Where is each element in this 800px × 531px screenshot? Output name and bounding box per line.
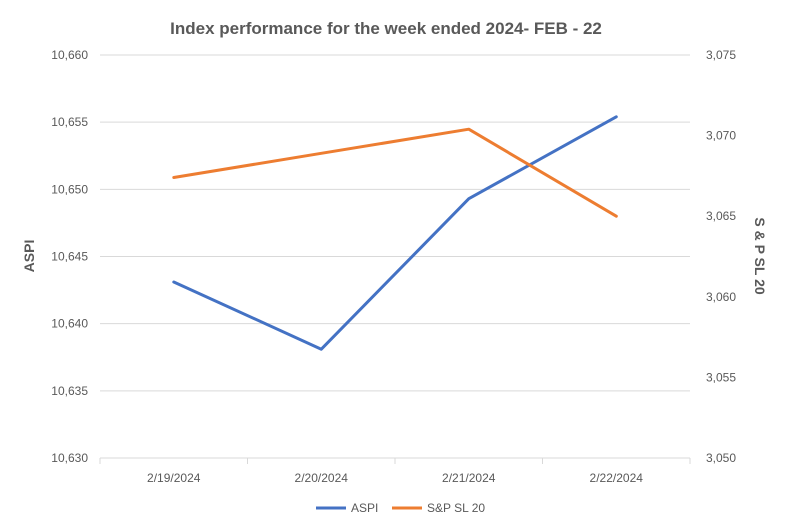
right-tick-label: 3,050 (706, 451, 736, 465)
right-tick-label: 3,070 (706, 129, 736, 143)
gridlines (100, 54, 690, 459)
left-tick-label: 10,635 (51, 384, 88, 398)
right-tick-label: 3,075 (706, 48, 736, 62)
right-axis-label: S & P SL 20 (752, 217, 768, 295)
x-axis-ticks: 2/19/2024 2/20/2024 2/21/2024 2/22/2024 (99, 458, 691, 485)
left-tick-label: 10,660 (51, 48, 88, 62)
left-tick-label: 10,630 (51, 451, 88, 465)
left-axis-label: ASPI (21, 240, 37, 273)
left-tick-label: 10,655 (51, 115, 88, 129)
legend: ASPI S&P SL 20 (316, 501, 485, 515)
x-tick-label: 2/20/2024 (295, 471, 349, 485)
series (172, 115, 618, 351)
series-line-s-p-sl-20 (172, 127, 618, 218)
right-tick-label: 3,060 (706, 290, 736, 304)
x-tick-label: 2/19/2024 (147, 471, 201, 485)
series-line-aspi (172, 115, 618, 351)
left-tick-label: 10,640 (51, 317, 88, 331)
left-tick-label: 10,650 (51, 182, 88, 196)
right-tick-label: 3,065 (706, 209, 736, 223)
legend-label: S&P SL 20 (427, 501, 485, 515)
x-tick-label: 2/21/2024 (442, 471, 496, 485)
left-axis-ticks: 10,630 10,635 10,640 10,645 10,650 10,655 10,6… (51, 48, 88, 465)
right-axis-ticks: 3,050 3,055 3,060 3,065 3,070 3,075 (706, 48, 736, 465)
left-tick-label: 10,645 (51, 250, 88, 264)
legend-label: ASPI (351, 501, 378, 515)
x-tick-label: 2/22/2024 (590, 471, 644, 485)
right-tick-label: 3,055 (706, 370, 736, 384)
chart-title: Index performance for the week ended 202… (170, 19, 602, 38)
